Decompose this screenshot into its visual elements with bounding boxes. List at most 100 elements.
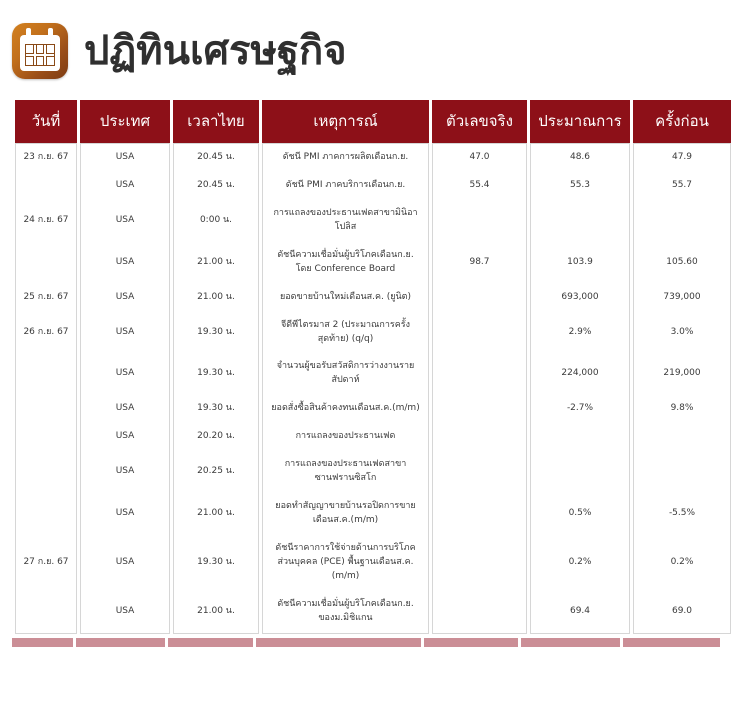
- table-header-row: วันที่ ประเทศ เวลาไทย เหตุการณ์ ตัวเลขจร…: [15, 100, 731, 143]
- cell-event: ดัชนี PMI ภาคบริการเดือนก.ย.: [262, 171, 429, 200]
- cell-forecast: 55.3: [530, 171, 630, 200]
- table-row[interactable]: USA 19.30 น. จำนวนผู้ขอรับสวัสดิการว่างงาน…: [15, 353, 731, 396]
- cell-event: การแถลงของประธานเฟด: [262, 423, 429, 452]
- cell-country: USA: [80, 283, 170, 312]
- cell-time: 0:00 น.: [173, 199, 259, 242]
- cell-date: [15, 590, 77, 634]
- column-header-forecast[interactable]: ประมาณการ: [530, 100, 630, 143]
- cell-event: ยอดทำสัญญาขายบ้านรอปิดการขายเดือนส.ค.(m/…: [262, 493, 429, 535]
- cell-date: 27 ก.ย. 67: [15, 534, 77, 591]
- cell-event: การแถลงของประธานเฟดสาขาซานฟรานซิสโก: [262, 451, 429, 494]
- cell-date: [15, 353, 77, 396]
- cell-time: 20.20 น.: [173, 423, 259, 452]
- cell-country: USA: [80, 395, 170, 424]
- cell-country: USA: [80, 353, 170, 396]
- table-row[interactable]: USA 19.30 น. ยอดสั่งซื้อสินค้าคงทนเดือนส.ค…: [15, 395, 731, 424]
- table-row[interactable]: USA 20.45 น. ดัชนี PMI ภาคบริการเดือนก.ย. 5…: [15, 171, 731, 200]
- calendar-grid: [25, 44, 55, 66]
- cell-actual: [432, 283, 527, 312]
- cell-actual: [432, 311, 527, 354]
- cell-date: 25 ก.ย. 67: [15, 283, 77, 312]
- cell-country: USA: [80, 171, 170, 200]
- calendar-grid-cell: [35, 56, 45, 66]
- table-row[interactable]: USA 20.25 น. การแถลงของประธานเฟดสาขาซานฟรา…: [15, 451, 731, 494]
- calendar-grid-cell: [46, 44, 55, 54]
- table-row[interactable]: 27 ก.ย. 67 USA 19.30 น. ดัชนีราคาการใช้จ่าย…: [15, 534, 731, 591]
- calendar-table-wrap: วันที่ ประเทศ เวลาไทย เหตุการณ์ ตัวเลขจร…: [0, 100, 732, 634]
- calendar-ring-left: [26, 28, 31, 39]
- cell-event: ยอดสั่งซื้อสินค้าคงทนเดือนส.ค.(m/m): [262, 395, 429, 424]
- cell-event: ยอดขายบ้านใหม่เดือนส.ค. (ยูนิต): [262, 283, 429, 312]
- cell-actual: [432, 493, 527, 535]
- footer-segment-event: [256, 637, 422, 647]
- cell-forecast: 103.9: [530, 241, 630, 284]
- cell-date: [15, 493, 77, 535]
- cell-time: 20.25 น.: [173, 451, 259, 494]
- cell-previous: 739,000: [633, 283, 731, 312]
- table-header: วันที่ ประเทศ เวลาไทย เหตุการณ์ ตัวเลขจร…: [15, 100, 731, 143]
- cell-time: 19.30 น.: [173, 534, 259, 591]
- cell-previous: 0.2%: [633, 534, 731, 591]
- cell-event: ดัชนี PMI ภาคการผลิตเดือนก.ย.: [262, 143, 429, 172]
- table-row[interactable]: 24 ก.ย. 67 USA 0:00 น. การแถลงของประธานเฟดส…: [15, 199, 731, 242]
- calendar-grid-cell: [46, 56, 55, 66]
- calendar-grid-cell: [25, 56, 34, 66]
- column-header-event[interactable]: เหตุการณ์: [262, 100, 429, 143]
- cell-forecast: 48.6: [530, 143, 630, 172]
- column-header-country[interactable]: ประเทศ: [80, 100, 170, 143]
- table-row[interactable]: USA 21.00 น. ดัชนีความเชื่อมั่นผู้บริโภคเด…: [15, 241, 731, 284]
- cell-actual: 98.7: [432, 241, 527, 284]
- cell-forecast: 0.2%: [530, 534, 630, 591]
- table-row[interactable]: USA 21.00 น. ยอดทำสัญญาขายบ้านรอปิดการขายเ…: [15, 493, 731, 535]
- cell-time: 21.00 น.: [173, 283, 259, 312]
- table-row[interactable]: 23 ก.ย. 67 USA 20.45 น. ดัชนี PMI ภาคการผลิ…: [15, 143, 731, 172]
- page-header: ปฏิทินเศรษฐกิจ: [0, 0, 732, 100]
- cell-event: ดัชนีราคาการใช้จ่ายด้านการบริโภคส่วนบุคค…: [262, 534, 429, 591]
- cell-previous: 3.0%: [633, 311, 731, 354]
- cell-country: USA: [80, 493, 170, 535]
- column-header-time[interactable]: เวลาไทย: [173, 100, 259, 143]
- cell-date: [15, 395, 77, 424]
- cell-time: 20.45 น.: [173, 171, 259, 200]
- cell-actual: [432, 395, 527, 424]
- cell-forecast: 224,000: [530, 353, 630, 396]
- cell-event: การแถลงของประธานเฟดสาขามินิอาโปลิส: [262, 199, 429, 242]
- cell-date: [15, 451, 77, 494]
- cell-country: USA: [80, 199, 170, 242]
- cell-date: 26 ก.ย. 67: [15, 311, 77, 354]
- table-row[interactable]: 26 ก.ย. 67 USA 19.30 น. จีดีพีไตรมาส 2 (ประ…: [15, 311, 731, 354]
- cell-time: 19.30 น.: [173, 353, 259, 396]
- cell-forecast: 0.5%: [530, 493, 630, 535]
- cell-country: USA: [80, 311, 170, 354]
- cell-country: USA: [80, 143, 170, 172]
- cell-previous: -5.5%: [633, 493, 731, 535]
- calendar-ring-right: [48, 28, 53, 39]
- cell-event: ดัชนีความเชื่อมั่นผู้บริโภคเดือนก.ย. ของ…: [262, 590, 429, 634]
- economic-calendar-table: วันที่ ประเทศ เวลาไทย เหตุการณ์ ตัวเลขจร…: [12, 100, 732, 634]
- cell-forecast: 693,000: [530, 283, 630, 312]
- cell-forecast: [530, 451, 630, 494]
- calendar-grid-cell: [35, 44, 45, 54]
- column-header-actual[interactable]: ตัวเลขจริง: [432, 100, 527, 143]
- cell-actual: 55.4: [432, 171, 527, 200]
- cell-actual: [432, 353, 527, 396]
- cell-country: USA: [80, 451, 170, 494]
- footer-segment-country: [76, 637, 166, 647]
- table-row[interactable]: USA 21.00 น. ดัชนีความเชื่อมั่นผู้บริโภคเด…: [15, 590, 731, 634]
- table-row[interactable]: USA 20.20 น. การแถลงของประธานเฟด: [15, 423, 731, 452]
- cell-previous: 219,000: [633, 353, 731, 396]
- table-row[interactable]: 25 ก.ย. 67 USA 21.00 น. ยอดขายบ้านใหม่เดือน…: [15, 283, 731, 312]
- cell-actual: [432, 423, 527, 452]
- cell-previous: 9.8%: [633, 395, 731, 424]
- cell-previous: 55.7: [633, 171, 731, 200]
- column-header-date[interactable]: วันที่: [15, 100, 77, 143]
- cell-actual: [432, 534, 527, 591]
- footer-segment-actual: [424, 637, 519, 647]
- cell-country: USA: [80, 534, 170, 591]
- cell-event: จำนวนผู้ขอรับสวัสดิการว่างงานรายสัปดาห์: [262, 353, 429, 396]
- column-header-previous[interactable]: ครั้งก่อน: [633, 100, 731, 143]
- table-body: 23 ก.ย. 67 USA 20.45 น. ดัชนี PMI ภาคการผลิ…: [15, 143, 731, 634]
- cell-time: 21.00 น.: [173, 241, 259, 284]
- cell-forecast: -2.7%: [530, 395, 630, 424]
